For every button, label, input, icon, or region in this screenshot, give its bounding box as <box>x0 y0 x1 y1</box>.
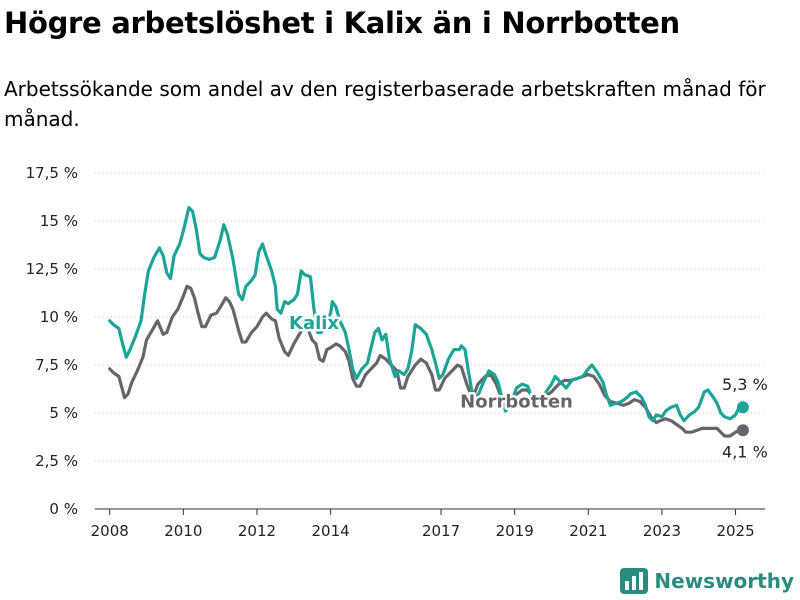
x-tick-label: 2014 <box>312 522 350 540</box>
x-tick-label: 2025 <box>716 522 754 540</box>
x-tick-label: 2019 <box>496 522 534 540</box>
y-tick-label: 17,5 % <box>26 164 78 182</box>
y-tick-label: 12,5 % <box>26 260 78 278</box>
x-tick-label: 2008 <box>91 522 129 540</box>
y-tick-label: 7,5 % <box>35 356 78 374</box>
chart-title: Högre arbetslöshet i Kalix än i Norrbott… <box>4 6 680 40</box>
chart-subtitle: Arbetssökande som andel av den registerb… <box>4 77 766 131</box>
x-tick-label: 2021 <box>569 522 607 540</box>
y-tick-label: 10 % <box>40 308 78 326</box>
y-tick-label: 5 % <box>49 404 78 422</box>
x-tick-label: 2017 <box>422 522 460 540</box>
y-tick-label: 15 % <box>40 212 78 230</box>
end-marker-norrbotten <box>736 424 749 437</box>
x-tick-label: 2010 <box>164 522 202 540</box>
y-tick-label: 2,5 % <box>35 452 78 470</box>
y-tick-label: 0 % <box>49 500 78 518</box>
bar-chart-logo-icon <box>620 568 649 594</box>
series-line-norrbotten <box>108 284 745 438</box>
end-value-label-kalix: 5,3 % <box>722 375 768 394</box>
brand-logo: Newsworthy <box>620 568 794 594</box>
end-marker-kalix <box>736 401 749 414</box>
series-label-norrbotten: Norrbotten <box>460 391 573 412</box>
x-tick-label: 2012 <box>238 522 276 540</box>
series-line-kalix <box>108 206 745 423</box>
series-label-kalix: Kalix <box>289 313 339 334</box>
brand-name: Newsworthy <box>654 569 794 593</box>
end-value-label-norrbotten: 4,1 % <box>722 442 768 461</box>
x-tick-label: 2023 <box>643 522 681 540</box>
